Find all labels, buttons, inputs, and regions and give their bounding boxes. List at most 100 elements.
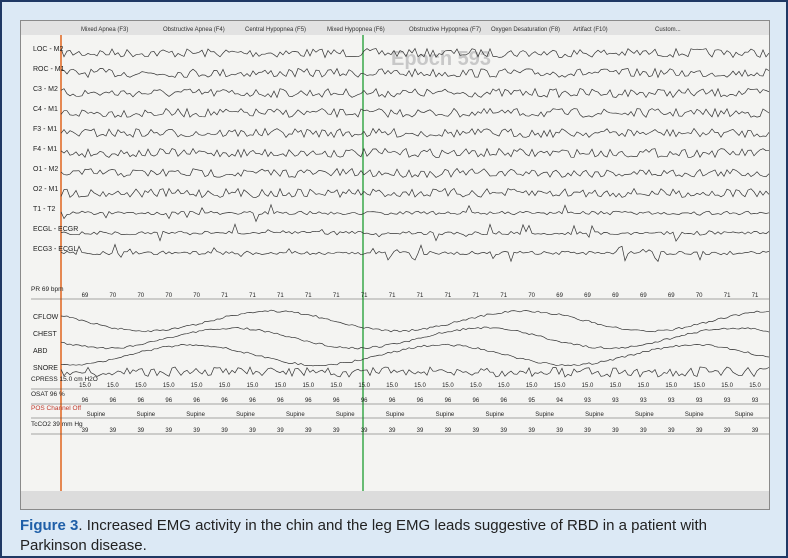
row-value: 15.0 bbox=[554, 383, 566, 389]
row-value: 70 bbox=[193, 293, 200, 299]
row-value: 96 bbox=[361, 398, 368, 404]
figure-panel: Epoch 593 Mixed Apnea (F3)Obstructive Ap… bbox=[0, 0, 788, 558]
row-value: 71 bbox=[361, 293, 368, 299]
row-value: 39 bbox=[82, 428, 89, 434]
waveform bbox=[61, 367, 769, 377]
row-value: 15.0 bbox=[79, 383, 91, 389]
row-value: 96 bbox=[249, 398, 256, 404]
row-value: Supine bbox=[336, 412, 355, 418]
row-value: 96 bbox=[277, 398, 284, 404]
row-value: 15.0 bbox=[135, 383, 147, 389]
waveform bbox=[61, 344, 769, 366]
row-value: 15.0 bbox=[721, 383, 733, 389]
channel-label: O2 - M1 bbox=[33, 186, 58, 193]
channel-label: SNORE bbox=[33, 365, 58, 372]
row-value: 39 bbox=[696, 428, 703, 434]
waveform bbox=[61, 129, 769, 138]
row-value: 15.0 bbox=[191, 383, 203, 389]
row-value: 71 bbox=[417, 293, 424, 299]
row-value: 71 bbox=[445, 293, 452, 299]
row-value: 15.0 bbox=[107, 383, 119, 389]
row-value: 96 bbox=[82, 398, 89, 404]
row-value: Supine bbox=[87, 412, 106, 418]
row-value: 15.0 bbox=[610, 383, 622, 389]
row-value: 39 bbox=[249, 428, 256, 434]
row-value: 96 bbox=[110, 398, 117, 404]
row-value: 39 bbox=[110, 428, 117, 434]
row-value: 39 bbox=[612, 428, 619, 434]
row-value: 15.0 bbox=[358, 383, 370, 389]
row-value: 15.0 bbox=[749, 383, 761, 389]
caption: Figure 3. Increased EMG activity in the … bbox=[20, 516, 760, 556]
row-value: 39 bbox=[668, 428, 675, 434]
caption-label: Figure 3 bbox=[20, 517, 78, 534]
row-value: 39 bbox=[528, 428, 535, 434]
row-value: 96 bbox=[221, 398, 228, 404]
row-value: 70 bbox=[696, 293, 703, 299]
row-value: Supine bbox=[136, 412, 155, 418]
waveform bbox=[61, 149, 769, 158]
row-value: 95 bbox=[528, 398, 535, 404]
toolbar-item: Oxygen Desaturation (F8) bbox=[491, 27, 560, 33]
row-value: 96 bbox=[445, 398, 452, 404]
row-value: 69 bbox=[612, 293, 619, 299]
row-value: Supine bbox=[386, 412, 405, 418]
caption-text: . Increased EMG activity in the chin and… bbox=[20, 517, 707, 554]
row-value: 39 bbox=[305, 428, 312, 434]
row-value: Supine bbox=[186, 412, 205, 418]
row-value: 93 bbox=[612, 398, 619, 404]
row-value: 93 bbox=[668, 398, 675, 404]
row-label: PR 69 bpm bbox=[31, 286, 64, 293]
row-value: 94 bbox=[556, 398, 563, 404]
row-value: 15.0 bbox=[414, 383, 426, 389]
row-value: 39 bbox=[752, 428, 759, 434]
row-value: 96 bbox=[137, 398, 144, 404]
row-value: 39 bbox=[389, 428, 396, 434]
waveform bbox=[61, 310, 769, 332]
row-value: 39 bbox=[221, 428, 228, 434]
row-value: Supine bbox=[635, 412, 654, 418]
row-value: 39 bbox=[500, 428, 507, 434]
row-value: 15.0 bbox=[330, 383, 342, 389]
row-value: 39 bbox=[165, 428, 172, 434]
channel-label: F4 - M1 bbox=[33, 146, 57, 153]
channel-label: ECGL - ECGR bbox=[33, 226, 78, 233]
row-value: 93 bbox=[724, 398, 731, 404]
row-value: 39 bbox=[193, 428, 200, 434]
row-value: 15.0 bbox=[442, 383, 454, 389]
row-value: 96 bbox=[165, 398, 172, 404]
row-value: 15.0 bbox=[526, 383, 538, 389]
row-value: Supine bbox=[286, 412, 305, 418]
row-value: 71 bbox=[305, 293, 312, 299]
channel-label: LOC - M2 bbox=[33, 46, 63, 53]
row-value: 71 bbox=[752, 293, 759, 299]
row-value: 39 bbox=[417, 428, 424, 434]
row-value: 96 bbox=[472, 398, 479, 404]
row-value: 93 bbox=[640, 398, 647, 404]
row-value: 15.0 bbox=[275, 383, 287, 389]
channel-label: C3 - M2 bbox=[33, 86, 58, 93]
row-value: Supine bbox=[685, 412, 704, 418]
waveform bbox=[61, 205, 769, 222]
row-label: TcCO2 39 mm Hg bbox=[31, 421, 83, 428]
waveform bbox=[61, 245, 769, 262]
channel-label: ROC - M1 bbox=[33, 66, 65, 73]
toolbar-item: Central Hypopnea (F5) bbox=[245, 27, 306, 33]
scrollbar bbox=[21, 491, 769, 509]
row-value: 69 bbox=[556, 293, 563, 299]
toolbar-item: Custom... bbox=[655, 27, 681, 33]
row-value: 39 bbox=[277, 428, 284, 434]
row-value: Supine bbox=[485, 412, 504, 418]
toolbar-item: Artifact (F10) bbox=[573, 27, 608, 33]
row-value: 71 bbox=[724, 293, 731, 299]
row-value: 96 bbox=[417, 398, 424, 404]
row-value: 39 bbox=[137, 428, 144, 434]
row-value: 39 bbox=[445, 428, 452, 434]
row-value: 39 bbox=[724, 428, 731, 434]
waveform bbox=[61, 224, 769, 241]
row-value: 15.0 bbox=[247, 383, 259, 389]
row-value: 96 bbox=[333, 398, 340, 404]
row-value: 15.0 bbox=[163, 383, 175, 389]
toolbar-item: Obstructive Hypopnea (F7) bbox=[409, 27, 481, 33]
row-value: 93 bbox=[696, 398, 703, 404]
